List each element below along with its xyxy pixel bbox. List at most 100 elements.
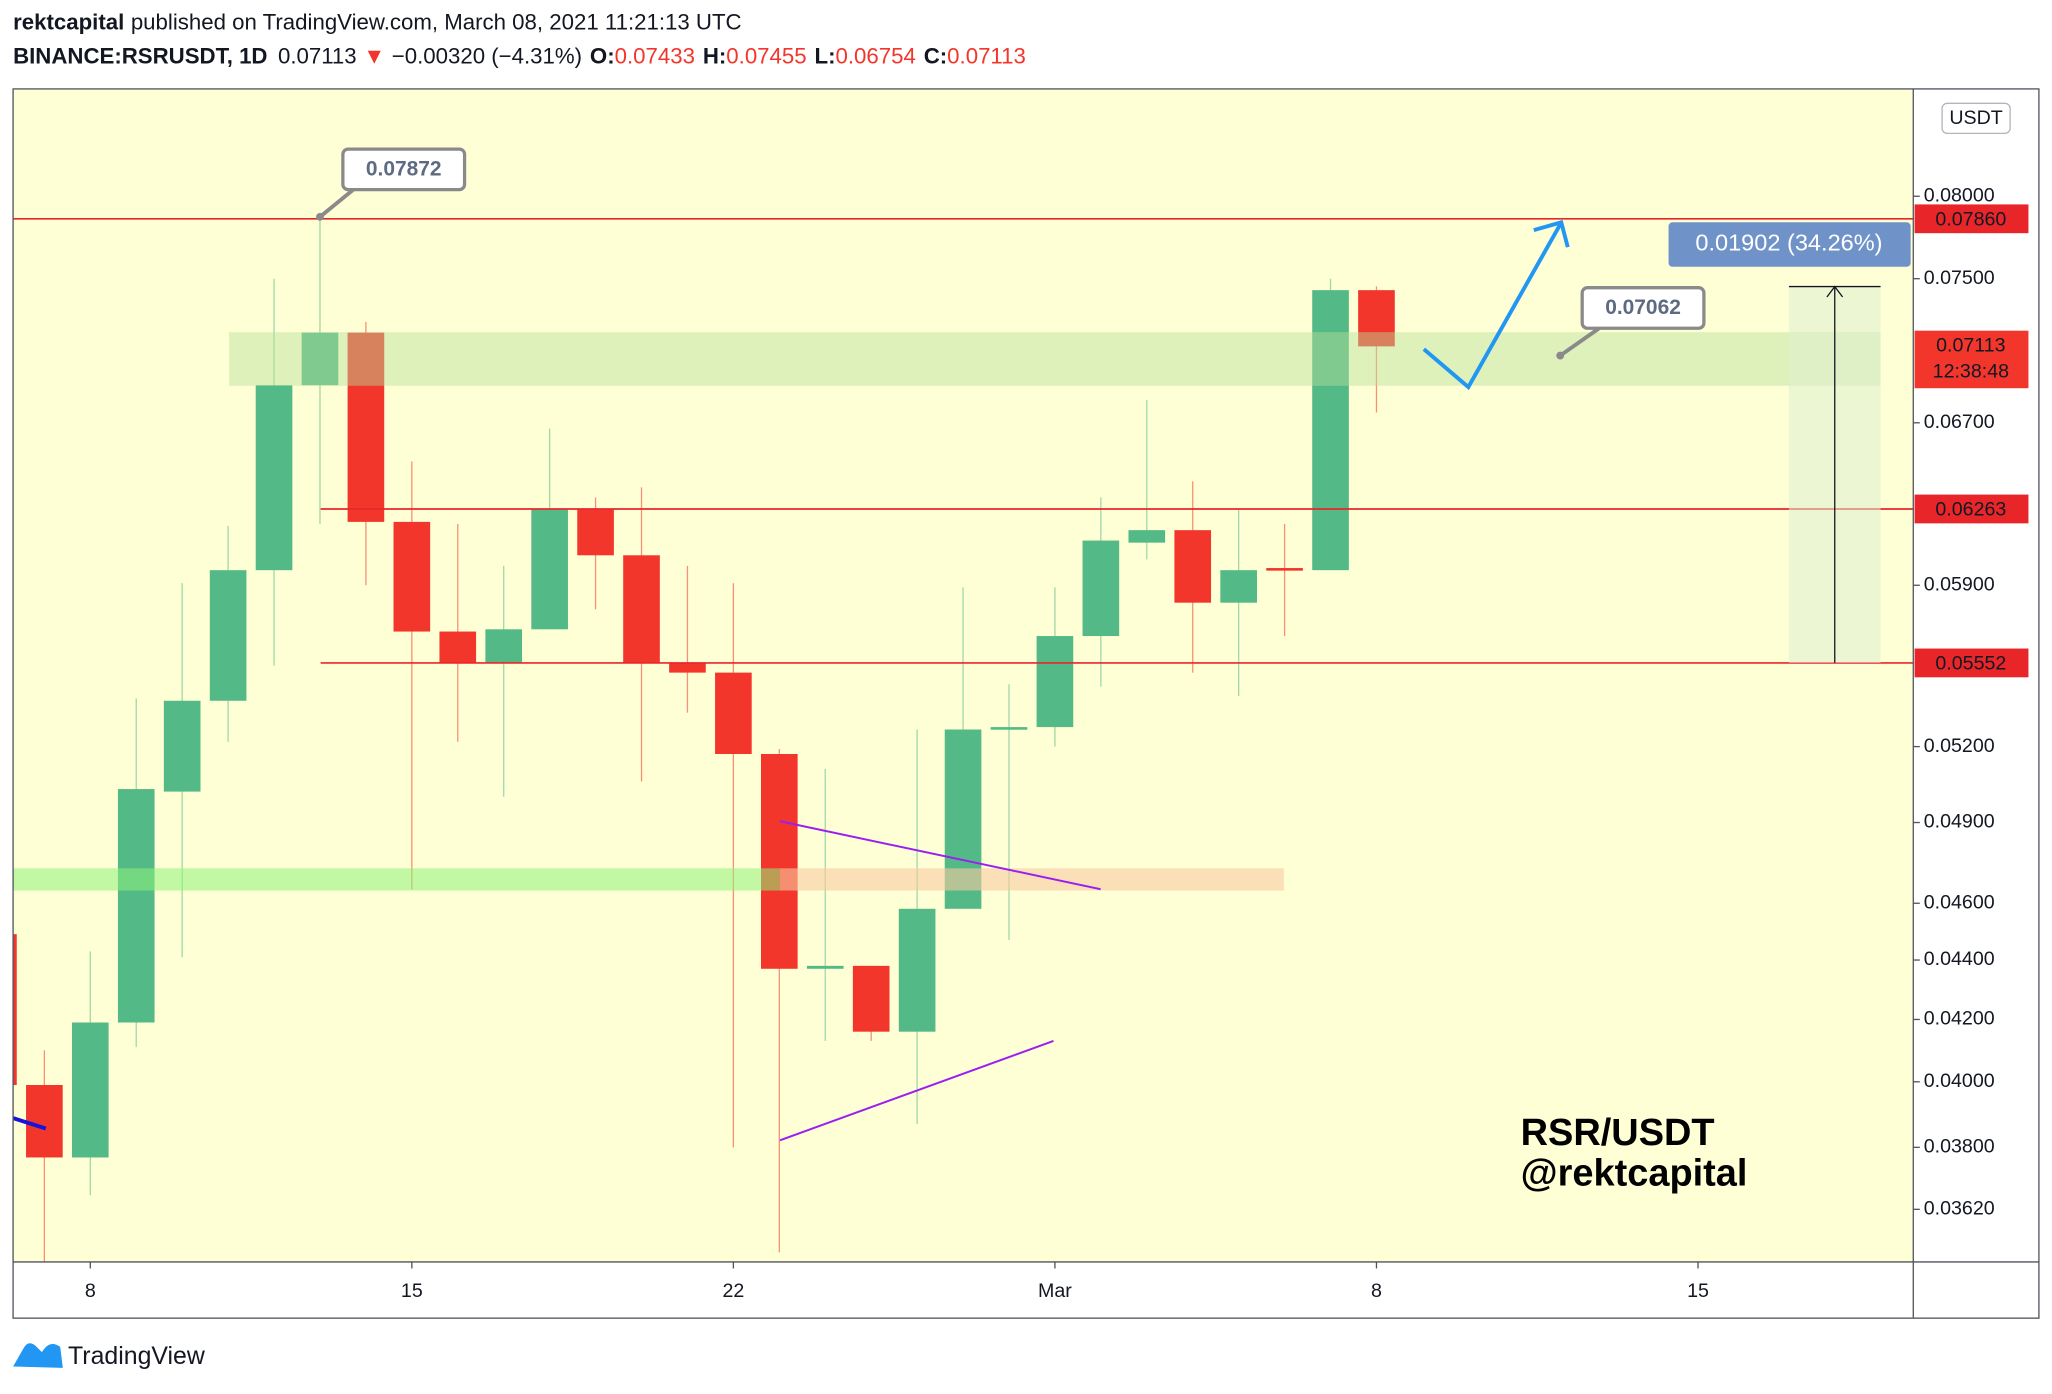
y-tick-label: 0.07500 <box>1924 267 1995 289</box>
projection-arrow <box>1422 223 1562 391</box>
support-zone <box>13 868 780 891</box>
candle-body[interactable] <box>623 555 660 664</box>
level-label-box <box>1914 204 2029 234</box>
last-price: 0.07113 <box>278 43 357 68</box>
y-tick-label: 0.05900 <box>1924 573 1995 595</box>
callout-label: 0.07062 <box>1605 296 1681 319</box>
countdown: 12:38:48 <box>1933 361 2009 383</box>
y-tick-label: 0.08000 <box>1924 184 1995 206</box>
measure-label: 0.01902 (34.26%) <box>1695 230 1882 256</box>
y-tick-label: 0.05200 <box>1924 735 1995 757</box>
level-label-box <box>1914 648 2029 678</box>
y-tick-label: 0.04900 <box>1924 811 1995 833</box>
callout-box[interactable] <box>1580 286 1706 330</box>
candle-body[interactable] <box>26 1084 63 1158</box>
candle-body[interactable] <box>485 629 523 664</box>
candle-body[interactable] <box>806 965 844 969</box>
candle-body[interactable] <box>760 753 798 969</box>
candle-body[interactable] <box>1312 290 1349 571</box>
orange-zone <box>779 868 1284 891</box>
arrow-head <box>1533 219 1570 248</box>
ohlc-label: L: <box>815 43 836 68</box>
callout-pointer <box>1559 326 1601 358</box>
candle-body[interactable] <box>1358 290 1395 347</box>
callout-label: 0.07872 <box>366 158 442 181</box>
author: rektcapital <box>13 9 124 34</box>
watermark: RSR/USDT <box>1521 1112 1715 1154</box>
ohlc-value: 0.07433 <box>615 43 695 68</box>
x-tick-label: 8 <box>1371 1280 1382 1302</box>
candle-body[interactable] <box>209 570 247 701</box>
tradingview-logo: TradingView <box>13 1343 205 1370</box>
y-tick-label: 0.04200 <box>1924 1008 1995 1030</box>
callout-box[interactable] <box>341 147 467 192</box>
candle-body[interactable] <box>255 385 293 571</box>
candle-body[interactable] <box>898 908 936 1032</box>
wedge-line <box>779 1040 1054 1142</box>
brand: TradingView <box>68 1343 205 1370</box>
change: −0.00320 (−4.31%) <box>392 43 582 68</box>
ohlc-value: 0.07455 <box>726 43 806 68</box>
y-tick-label: 0.04600 <box>1924 891 1995 913</box>
header-line-2: BINANCE:RSRUSDT, 1D 0.07113 ▼ −0.00320 (−4.… <box>13 43 1026 68</box>
last-price-box <box>1914 330 2029 389</box>
logo-icon <box>13 1343 63 1368</box>
tick-layer: 0.08000 0.07500 0.06700 0.05900 0.05200 0.049… <box>85 184 1995 1302</box>
candle-body[interactable] <box>301 332 339 386</box>
candle-body[interactable] <box>1036 636 1074 728</box>
measure-arrow-head <box>1826 285 1844 298</box>
candle-body[interactable] <box>393 521 431 632</box>
y-tick-label: 0.03800 <box>1924 1136 1995 1158</box>
drawings <box>13 219 1881 1142</box>
ohlc-label: O: <box>590 43 615 68</box>
level-label: 0.05552 <box>1935 652 2006 674</box>
candle-body[interactable] <box>1174 530 1212 603</box>
x-tick-label: Mar <box>1038 1280 1072 1302</box>
candle-body[interactable] <box>715 672 752 754</box>
candle-body[interactable] <box>531 509 568 630</box>
callout-pointer <box>318 188 355 219</box>
candle-body[interactable] <box>1082 540 1120 637</box>
last-price-label: 0.07113 <box>1936 335 2006 357</box>
candle-body[interactable] <box>990 727 1028 730</box>
candle-body[interactable] <box>71 1022 109 1158</box>
level-label-box <box>1914 494 2029 524</box>
candle-body[interactable] <box>0 934 17 1085</box>
candle-body[interactable] <box>1266 568 1303 571</box>
wedge-line <box>779 820 1101 891</box>
candle-body[interactable] <box>669 663 706 673</box>
candle-body[interactable] <box>163 700 201 792</box>
overlay: 0.07860 0.06263 0.05552 0.07113 12:38:48 0.01… <box>13 147 2029 1195</box>
candle-body[interactable] <box>1128 530 1166 543</box>
x-tick-label: 15 <box>401 1280 423 1302</box>
ohlc-value: 0.06754 <box>836 43 916 68</box>
y-tick-label: 0.04000 <box>1924 1070 1995 1092</box>
currency-box[interactable] <box>1941 102 2011 135</box>
y-tick-label: 0.03620 <box>1924 1198 1995 1220</box>
chart-frame <box>12 88 2040 1319</box>
candle-body[interactable] <box>577 509 614 556</box>
candle-body[interactable] <box>852 965 890 1032</box>
ohlc-label: H: <box>703 43 726 68</box>
candle-body[interactable] <box>1220 570 1257 603</box>
symbol: BINANCE:RSRUSDT, 1D <box>13 43 267 68</box>
measure-label-box <box>1668 222 1911 267</box>
resistance-zone <box>229 332 1881 386</box>
candles[interactable] <box>0 216 1395 1264</box>
y-tick-label: 0.06700 <box>1924 411 1995 433</box>
header-line-1: rektcapital published on TradingView.com,… <box>13 9 742 34</box>
level-label: 0.06263 <box>1935 498 2006 520</box>
published: published on TradingView.com, March 08, … <box>131 9 742 34</box>
candle-body[interactable] <box>439 631 477 664</box>
change-arrow: ▼ <box>363 43 385 68</box>
callout-point <box>316 212 324 221</box>
watermark: @rektcapital <box>1521 1153 1748 1195</box>
y-tick-label: 0.04400 <box>1924 948 1995 970</box>
level-label: 0.07860 <box>1935 208 2006 230</box>
candle-body[interactable] <box>347 332 385 522</box>
ohlc-value: 0.07113 <box>947 43 1026 68</box>
candle-body[interactable] <box>117 789 155 1023</box>
trend-line <box>13 1116 47 1131</box>
